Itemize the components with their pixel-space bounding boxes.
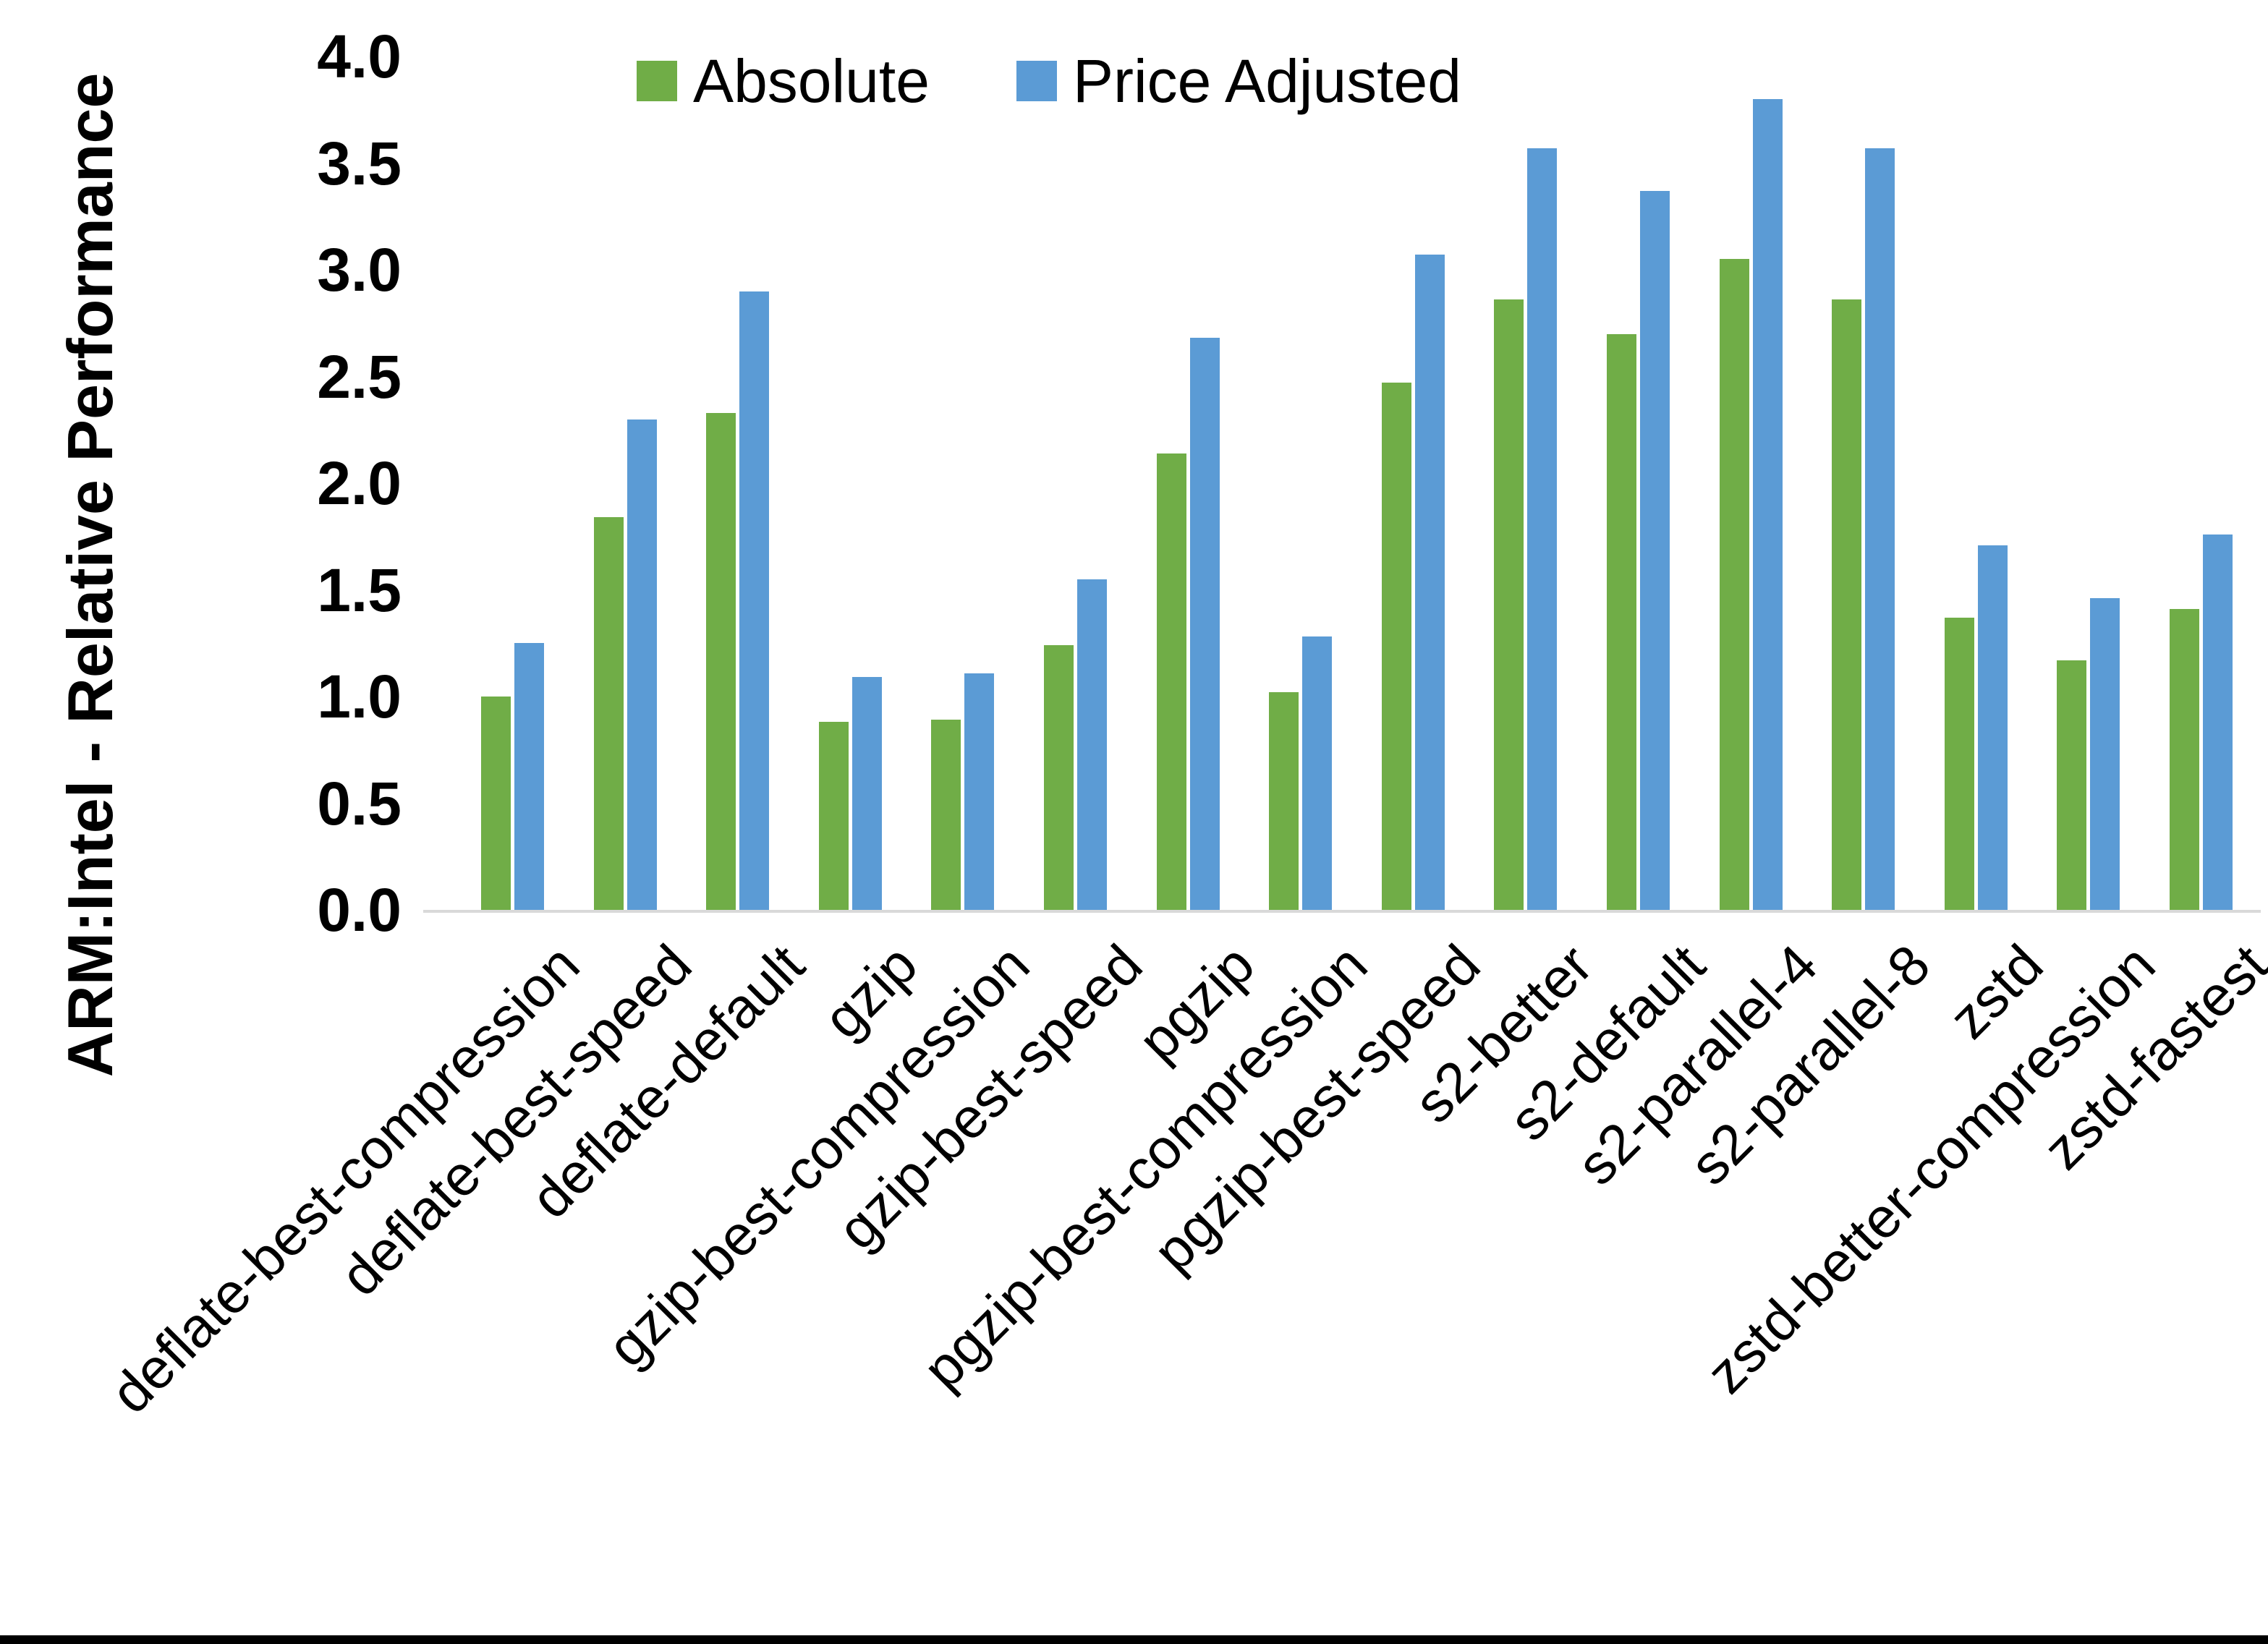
bar-price-adjusted-zstd bbox=[1977, 545, 2008, 910]
bar-price-adjusted-deflate-best-speed bbox=[627, 419, 657, 910]
legend-swatch-icon bbox=[637, 61, 678, 101]
y-tick-label: 2.5 bbox=[317, 342, 402, 411]
bar-absolute-pgzip-best-speed bbox=[1381, 383, 1411, 910]
y-tick-label: 0.0 bbox=[317, 876, 402, 944]
bar-price-adjusted-gzip-best-speed bbox=[1077, 579, 1107, 910]
legend-label: Price Adjusted bbox=[1072, 47, 1461, 115]
legend-swatch-icon bbox=[1016, 61, 1057, 101]
y-tick-label: 1.5 bbox=[317, 555, 402, 624]
bar-absolute-pgzip-best-compression bbox=[1269, 692, 1299, 910]
y-tick-label: 2.0 bbox=[317, 449, 402, 517]
bar-absolute-zstd bbox=[1944, 617, 1974, 910]
y-tick-label: 0.5 bbox=[317, 769, 402, 838]
bar-price-adjusted-s2-parallel-4 bbox=[1752, 99, 1783, 910]
y-tick-label: 4.0 bbox=[317, 22, 402, 90]
bar-price-adjusted-gzip-best-compression bbox=[964, 673, 995, 910]
bar-absolute-gzip bbox=[818, 722, 849, 910]
bottom-border bbox=[0, 1635, 2268, 1644]
y-axis-title: ARM:Intel - Relative Performance bbox=[54, 72, 126, 1078]
bar-price-adjusted-s2-better bbox=[1527, 148, 1558, 910]
bar-price-adjusted-zstd-better-compression bbox=[2090, 598, 2120, 910]
bar-absolute-deflate-best-compression bbox=[481, 697, 511, 910]
y-tick-label: 3.0 bbox=[317, 236, 402, 304]
chart-legend: Absolute Price Adjusted bbox=[0, 51, 2098, 111]
bar-absolute-s2-parallel-4 bbox=[1719, 259, 1749, 910]
legend-item-price-adjusted: Price Adjusted bbox=[1016, 51, 1461, 111]
bar-absolute-s2-default bbox=[1607, 333, 1636, 910]
bar-absolute-deflate-best-speed bbox=[593, 517, 624, 910]
bar-absolute-gzip-best-compression bbox=[931, 720, 961, 910]
y-tick-label: 3.5 bbox=[317, 129, 402, 197]
bar-absolute-pgzip bbox=[1156, 453, 1186, 910]
x-axis-line bbox=[423, 910, 2261, 913]
bar-price-adjusted-zstd-fastest bbox=[2203, 534, 2233, 910]
bar-price-adjusted-pgzip-best-compression bbox=[1302, 636, 1333, 910]
bar-absolute-zstd-better-compression bbox=[2057, 660, 2087, 910]
legend-item-absolute: Absolute bbox=[637, 51, 930, 111]
bar-price-adjusted-s2-default bbox=[1640, 190, 1670, 910]
bar-absolute-gzip-best-speed bbox=[1044, 645, 1074, 910]
bar-absolute-s2-parallel-8 bbox=[1832, 299, 1862, 910]
bar-price-adjusted-s2-parallel-8 bbox=[1865, 148, 1895, 910]
bar-price-adjusted-pgzip-best-speed bbox=[1414, 255, 1445, 910]
y-tick-label: 1.0 bbox=[317, 663, 402, 731]
bar-price-adjusted-deflate-default bbox=[739, 291, 770, 910]
bar-price-adjusted-gzip bbox=[851, 677, 882, 910]
bar-absolute-zstd-fastest bbox=[2170, 609, 2199, 910]
bar-absolute-deflate-default bbox=[706, 412, 736, 910]
bar-price-adjusted-pgzip bbox=[1189, 338, 1220, 910]
bar-price-adjusted-deflate-best-compression bbox=[514, 643, 544, 910]
bar-absolute-s2-better bbox=[1494, 299, 1524, 910]
legend-label: Absolute bbox=[693, 47, 930, 115]
